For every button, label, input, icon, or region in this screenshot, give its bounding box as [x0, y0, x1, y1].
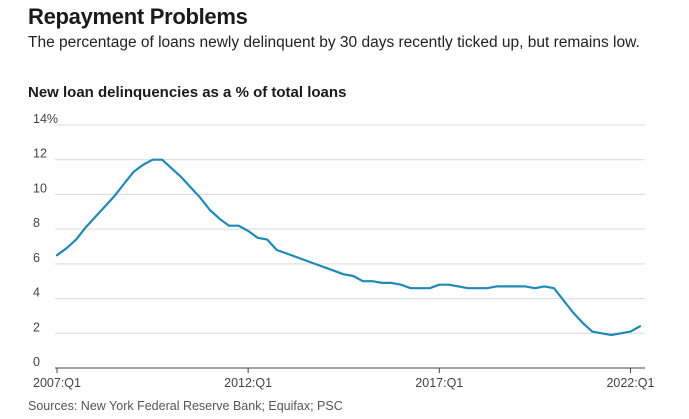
chart-title-main: Repayment Problems [28, 4, 248, 29]
x-axis-ticks: 2007:Q1 2012:Q1 2017:Q1 2022:Q1 [33, 368, 654, 390]
y-tick-label: 0 [33, 355, 40, 369]
chart-series-title: New loan delinquencies as a % of total l… [28, 84, 347, 101]
x-tick-label: 2007:Q1 [33, 376, 81, 390]
y-tick-label: 12 [33, 147, 47, 161]
x-tick-label: 2017:Q1 [415, 376, 463, 390]
y-tick-label: 4 [33, 286, 40, 300]
y-axis-ticks: 0 2 4 6 8 10 12 14% [33, 112, 58, 369]
delinquency-line [55, 158, 642, 337]
source-note: Sources: New York Federal Reserve Bank; … [28, 399, 343, 413]
y-tick-label: 14% [33, 112, 58, 126]
y-tick-label: 6 [33, 251, 40, 265]
x-tick-label: 2022:Q1 [606, 376, 654, 390]
y-tick-label: 10 [33, 181, 47, 195]
y-tick-label: 8 [33, 216, 40, 230]
y-tick-label: 2 [33, 320, 40, 334]
chart-subtitle: The percentage of loans newly delinquent… [28, 34, 640, 51]
x-tick-label: 2012:Q1 [224, 376, 272, 390]
grid-lines [55, 124, 645, 334]
